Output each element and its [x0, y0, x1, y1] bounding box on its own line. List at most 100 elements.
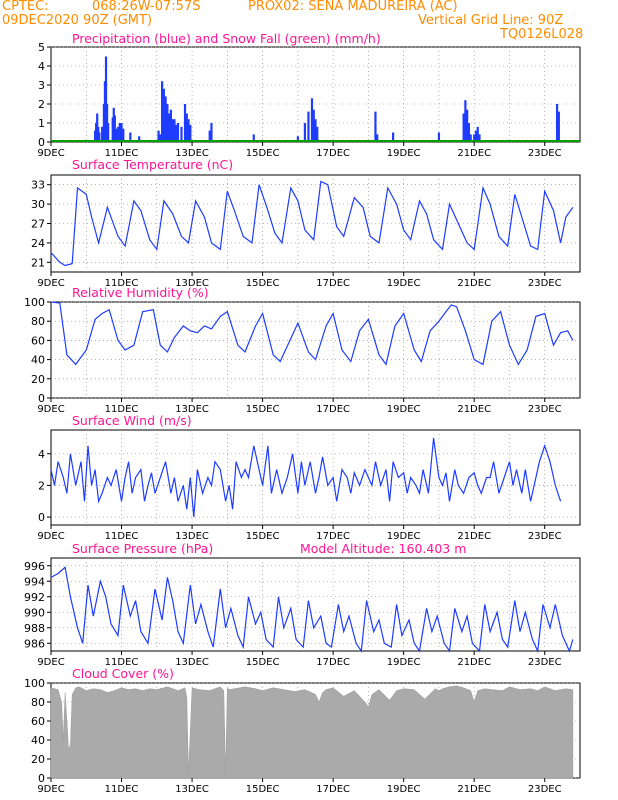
y-tick-label: 986: [24, 637, 45, 650]
x-tick-label: 11DEC: [105, 278, 139, 289]
x-tick-label: 11DEC: [105, 531, 139, 542]
x-tick-label: 17DEC: [316, 404, 350, 415]
series-line-rh: [50, 301, 574, 366]
precip-bar: [312, 109, 315, 142]
x-tick-label: 9DEC: [37, 278, 64, 289]
x-tick-label: 19DEC: [387, 531, 421, 542]
precip-bar: [391, 132, 395, 142]
precip-bar: [478, 134, 481, 142]
precip-bar: [160, 81, 164, 142]
x-tick-label: 13DEC: [175, 784, 209, 795]
precip-bar: [162, 88, 165, 142]
header-source: CPTEC:: [2, 0, 49, 14]
y-tick-label: 988: [24, 622, 45, 635]
header-date: 09DEC2020 90Z (GMT): [2, 13, 153, 28]
y-tick-label: 1: [38, 117, 45, 130]
precip-bar: [187, 119, 190, 142]
x-tick-label: 19DEC: [387, 404, 421, 415]
precip-bar: [557, 111, 560, 142]
y-tick-label: 100: [24, 296, 45, 309]
precip-bar: [303, 123, 307, 142]
precip-bar: [138, 136, 141, 142]
y-tick-label: 3: [38, 79, 45, 92]
header-location: PROX02: SENA MADUREIRA (AC): [248, 0, 458, 14]
y-tick-label: 80: [31, 696, 45, 709]
y-tick-label: 2: [38, 98, 45, 111]
plot-frame-pres: [50, 557, 581, 652]
x-tick-label: 11DEC: [105, 657, 139, 668]
precip-bar: [180, 126, 183, 142]
x-tick-label: 19DEC: [387, 278, 421, 289]
precip-bar: [307, 111, 310, 142]
x-tick-label: 13DEC: [175, 278, 209, 289]
header-vgrid: Vertical Grid Line: 90Z: [418, 13, 564, 28]
precip-bar: [462, 113, 465, 142]
y-tick-label: 24: [31, 237, 45, 250]
x-tick-label: 13DEC: [175, 531, 209, 542]
precip-bar: [469, 134, 472, 142]
precip-bar: [555, 104, 559, 142]
y-tick-label: 27: [31, 218, 45, 231]
panel-title-cloud: Cloud Cover (%): [72, 666, 174, 681]
x-tick-label: 15DEC: [246, 278, 280, 289]
y-tick-label: 4: [38, 448, 45, 461]
precip-bar: [171, 119, 174, 142]
x-tick-label: 17DEC: [316, 657, 350, 668]
x-tick-label: 23DEC: [528, 278, 562, 289]
x-tick-label: 13DEC: [175, 404, 209, 415]
x-tick-label: 21DEC: [457, 531, 491, 542]
x-tick-label: 19DEC: [387, 148, 421, 159]
y-tick-label: 5: [38, 41, 45, 54]
precip-bar: [120, 123, 123, 142]
y-tick-label: 0: [38, 511, 45, 524]
header-code: TQ0126L028: [500, 27, 584, 42]
y-tick-label: 60: [31, 334, 45, 347]
x-tick-label: 15DEC: [246, 784, 280, 795]
x-tick-label: 23DEC: [528, 784, 562, 795]
y-tick-label: 20: [31, 753, 45, 766]
plot-frame-rh: [50, 301, 581, 399]
y-tick-label: 100: [24, 677, 45, 690]
x-tick-label: 21DEC: [457, 657, 491, 668]
precip-bar: [376, 134, 379, 142]
y-tick-label: 0: [38, 136, 45, 149]
precip-bar: [210, 123, 213, 142]
x-tick-label: 19DEC: [387, 657, 421, 668]
x-tick-label: 13DEC: [175, 148, 209, 159]
precip-bar: [314, 119, 317, 142]
y-tick-label: 994: [24, 575, 45, 588]
x-tick-label: 17DEC: [316, 148, 350, 159]
precip-bar: [474, 130, 478, 142]
precip-bar: [175, 124, 178, 142]
precip-bar: [183, 104, 187, 142]
panel-title-pres: Surface Pressure (hPa): [72, 541, 213, 556]
x-tick-label: 9DEC: [37, 784, 64, 795]
y-tick-label: 990: [24, 606, 45, 619]
precip-bar: [157, 130, 160, 142]
x-tick-label: 23DEC: [528, 404, 562, 415]
y-tick-label: 40: [31, 734, 45, 747]
y-tick-label: 0: [38, 392, 45, 405]
x-tick-label: 15DEC: [246, 531, 280, 542]
y-tick-label: 992: [24, 591, 45, 604]
x-tick-label: 17DEC: [316, 531, 350, 542]
precip-bar: [114, 128, 117, 142]
x-tick-label: 11DEC: [105, 784, 139, 795]
x-tick-label: 21DEC: [457, 148, 491, 159]
panel-title-rh: Relative Humidity (%): [72, 285, 209, 300]
cloud-area: [50, 685, 574, 779]
series-line-temp: [50, 180, 574, 267]
precip-bar: [164, 96, 167, 142]
precip-bar: [252, 134, 255, 142]
x-tick-label: 9DEC: [37, 657, 64, 668]
precip-bar: [310, 98, 314, 142]
precip-bar: [176, 123, 180, 142]
panel-title-wind: Surface Wind (m/s): [72, 413, 192, 428]
precip-bar: [118, 123, 121, 142]
precip-bar: [473, 134, 476, 142]
precip-bar: [169, 109, 173, 142]
x-tick-label: 9DEC: [37, 531, 64, 542]
precip-bar: [208, 130, 211, 142]
x-tick-label: 15DEC: [246, 404, 280, 415]
